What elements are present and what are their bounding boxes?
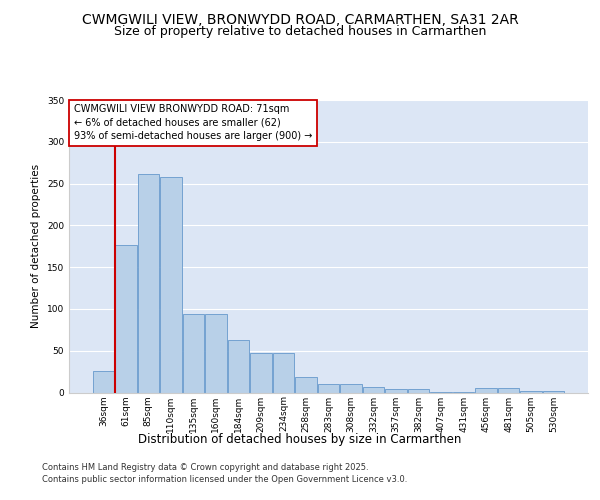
Text: Contains HM Land Registry data © Crown copyright and database right 2025.: Contains HM Land Registry data © Crown c… — [42, 464, 368, 472]
Bar — [273, 353, 294, 393]
Bar — [363, 386, 384, 392]
Text: Distribution of detached houses by size in Carmarthen: Distribution of detached houses by size … — [139, 432, 461, 446]
Bar — [250, 353, 272, 393]
Text: Contains public sector information licensed under the Open Government Licence v3: Contains public sector information licen… — [42, 475, 407, 484]
Bar — [228, 340, 249, 392]
Bar — [408, 389, 429, 392]
Bar — [498, 388, 520, 392]
Bar — [137, 174, 159, 392]
Bar — [340, 384, 362, 392]
Bar — [318, 384, 339, 392]
Bar — [92, 371, 114, 392]
Y-axis label: Number of detached properties: Number of detached properties — [31, 164, 41, 328]
Bar — [160, 177, 182, 392]
Bar — [115, 246, 137, 392]
Bar — [182, 314, 204, 392]
Bar — [385, 389, 407, 392]
Bar — [543, 391, 565, 392]
Text: Size of property relative to detached houses in Carmarthen: Size of property relative to detached ho… — [114, 25, 486, 38]
Text: CWMGWILI VIEW BRONWYDD ROAD: 71sqm
← 6% of detached houses are smaller (62)
93% : CWMGWILI VIEW BRONWYDD ROAD: 71sqm ← 6% … — [74, 104, 313, 141]
Bar — [295, 376, 317, 392]
Bar — [520, 391, 542, 392]
Text: CWMGWILI VIEW, BRONWYDD ROAD, CARMARTHEN, SA31 2AR: CWMGWILI VIEW, BRONWYDD ROAD, CARMARTHEN… — [82, 12, 518, 26]
Bar — [205, 314, 227, 392]
Bar — [475, 388, 497, 392]
